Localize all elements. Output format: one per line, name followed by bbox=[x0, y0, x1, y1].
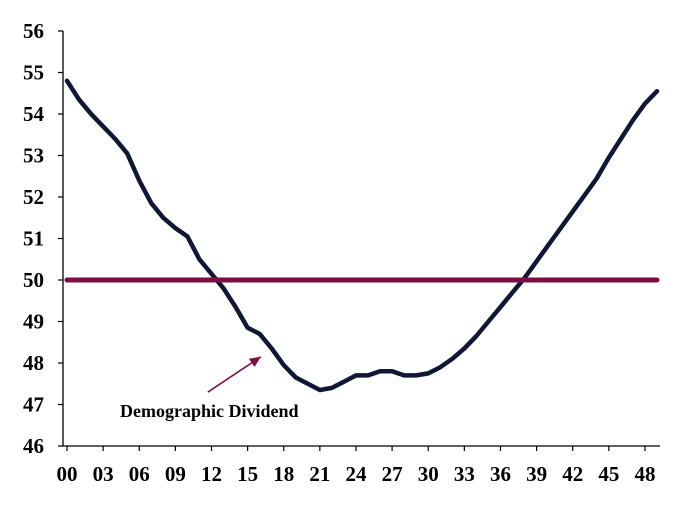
x-tick-label: 24 bbox=[345, 462, 367, 486]
x-tick-label: 00 bbox=[57, 462, 78, 486]
x-tick-label: 27 bbox=[382, 462, 403, 486]
annotations: Demographic Dividend bbox=[120, 356, 299, 421]
y-tick-label: 47 bbox=[23, 393, 44, 417]
x-tick-label: 09 bbox=[165, 462, 186, 486]
x-tick-label: 39 bbox=[526, 462, 547, 486]
y-tick-label: 52 bbox=[23, 185, 44, 209]
x-tick-label: 45 bbox=[598, 462, 619, 486]
x-tick-label: 48 bbox=[634, 462, 655, 486]
y-tick-label: 54 bbox=[23, 102, 45, 126]
y-tick-label: 55 bbox=[23, 61, 44, 85]
x-tick-label: 42 bbox=[562, 462, 583, 486]
y-tick-label: 50 bbox=[23, 268, 44, 292]
x-tick-label: 18 bbox=[273, 462, 294, 486]
axes bbox=[58, 30, 660, 451]
y-tick-label: 46 bbox=[23, 434, 44, 458]
x-tick-label: 36 bbox=[490, 462, 511, 486]
y-tick-label: 49 bbox=[23, 310, 44, 334]
series-line bbox=[64, 78, 660, 393]
series-group bbox=[64, 78, 660, 393]
y-tick-label: 53 bbox=[23, 144, 44, 168]
y-tick-label: 48 bbox=[23, 351, 44, 375]
x-tick-label: 30 bbox=[418, 462, 439, 486]
tick-labels: 46 47 48 49 50 51 52 53 54 55 56 00 03 06 09 12 15 18 21 24… bbox=[23, 19, 655, 486]
annotation-label: Demographic Dividend bbox=[120, 401, 299, 421]
x-tick-label: 15 bbox=[237, 462, 258, 486]
y-tick-label: 56 bbox=[23, 19, 44, 43]
arrow-head bbox=[248, 356, 261, 367]
x-tick-label: 33 bbox=[454, 462, 475, 486]
x-tick-label: 06 bbox=[129, 462, 150, 486]
y-tick-label: 51 bbox=[23, 227, 44, 251]
x-tick-label: 21 bbox=[309, 462, 330, 486]
x-tick-label: 12 bbox=[201, 462, 222, 486]
x-tick-label: 03 bbox=[93, 462, 114, 486]
